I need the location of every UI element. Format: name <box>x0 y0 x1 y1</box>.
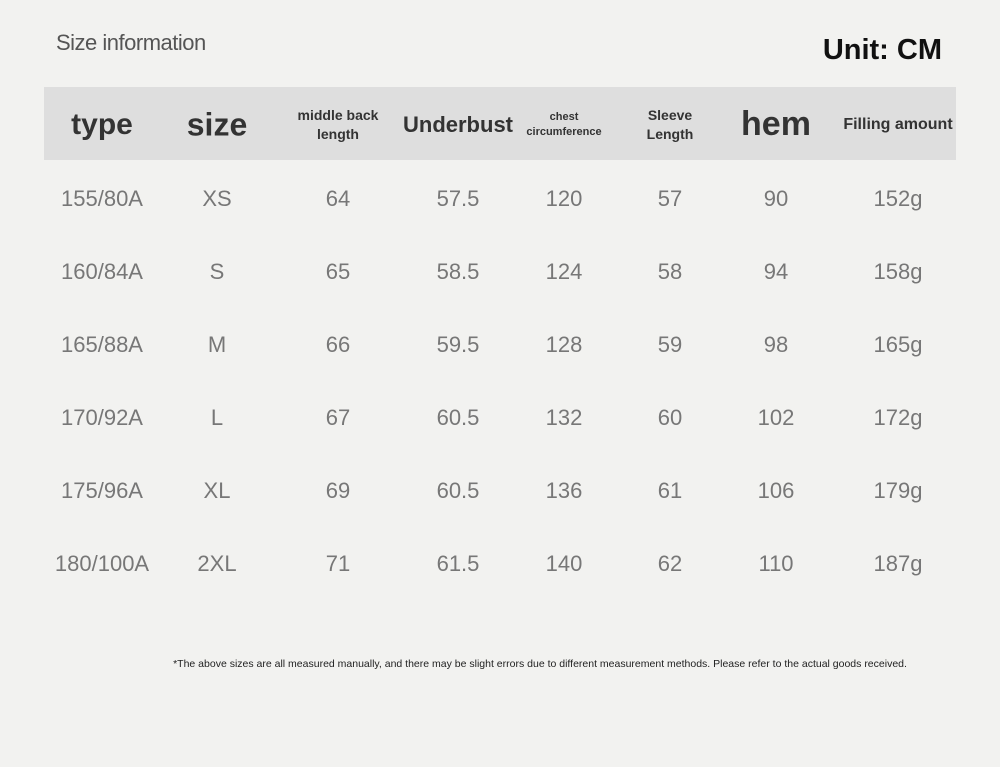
header-line: Length <box>646 126 694 142</box>
table-cell: 59.5 <box>436 332 480 357</box>
table-cell: 57 <box>657 186 683 211</box>
table-cell: 124 <box>545 259 583 284</box>
table-cell: 110 <box>758 551 794 576</box>
table-cell: 58 <box>657 259 683 284</box>
table-cell: L <box>210 405 224 430</box>
header-cell: type <box>71 105 133 146</box>
table-cell: S <box>209 259 225 284</box>
table-cell: M <box>207 332 227 357</box>
table-cell: 67 <box>325 405 351 430</box>
table-cell: 64 <box>325 186 351 211</box>
table-cell: 160/84A <box>61 259 143 284</box>
table-cell: 61.5 <box>436 551 480 576</box>
title: Size information <box>56 30 206 55</box>
table-cell: 59 <box>657 332 683 357</box>
header-line: size <box>186 106 248 143</box>
header-band <box>44 87 956 160</box>
table-cell: 57.5 <box>436 186 480 211</box>
table-cell: 90 <box>763 186 789 211</box>
table-cell: 172g <box>873 405 923 430</box>
table-cell: 60.5 <box>436 405 480 430</box>
table-cell: 69 <box>325 478 351 503</box>
table-cell: 62 <box>657 551 683 576</box>
table-cell: 61 <box>657 478 683 503</box>
unit: Unit: CM <box>822 34 942 66</box>
header-line: middle back <box>297 107 379 124</box>
table-cell: 180/100A <box>54 551 150 576</box>
table-cell: 2XL <box>197 551 237 576</box>
table-cell: 65 <box>325 259 351 284</box>
table-cell: 179g <box>873 478 923 503</box>
header-cell: Filling amount <box>843 114 952 136</box>
header-line: circumference <box>526 126 602 138</box>
table-cell: 140 <box>545 551 583 576</box>
header-cell: Sleeve Length <box>647 106 694 144</box>
header-line: chest <box>549 111 579 124</box>
table-cell: 132 <box>545 405 583 430</box>
table-cell: 102 <box>757 405 795 430</box>
table-cell: 152g <box>873 186 923 211</box>
header-line: hem <box>741 105 811 144</box>
table-cell: 98 <box>763 332 789 357</box>
header-cell: middle back length <box>298 106 379 144</box>
table-cell: XL <box>203 478 231 503</box>
table-cell: 165g <box>873 332 923 357</box>
table-cell: 155/80A <box>61 186 143 211</box>
footnote: *The above sizes are all measured manual… <box>173 658 907 670</box>
header-line: Sleeve <box>647 107 693 124</box>
table-cell: 60.5 <box>436 478 480 503</box>
table-cell: 58.5 <box>436 259 480 284</box>
table-cell: 175/96A <box>61 478 143 503</box>
table-cell: 60 <box>657 405 683 430</box>
header-line: type <box>71 107 133 141</box>
table-cell: 94 <box>763 259 789 284</box>
table-cell: 187g <box>873 551 923 576</box>
table-cell: 71 <box>325 551 351 576</box>
table-cell: 128 <box>545 332 583 357</box>
table-cell: 106 <box>757 478 795 503</box>
table-cell: 120 <box>545 186 583 211</box>
header-line: length <box>316 126 359 142</box>
table-cell: 170/92A <box>61 405 143 430</box>
header-cell: chest circumference <box>526 110 601 140</box>
header-cell: Underbust <box>403 110 513 140</box>
header-line: Underbust <box>403 112 513 138</box>
table-cell: 66 <box>325 332 351 357</box>
table-cell: 136 <box>545 478 583 503</box>
table-cell: XS <box>202 186 232 211</box>
header-cell: hem <box>741 102 811 148</box>
header-line: Filling amount <box>843 116 953 134</box>
table-cell: 158g <box>873 259 923 284</box>
header-cell: size <box>187 103 247 146</box>
table-cell: 165/88A <box>61 332 143 357</box>
